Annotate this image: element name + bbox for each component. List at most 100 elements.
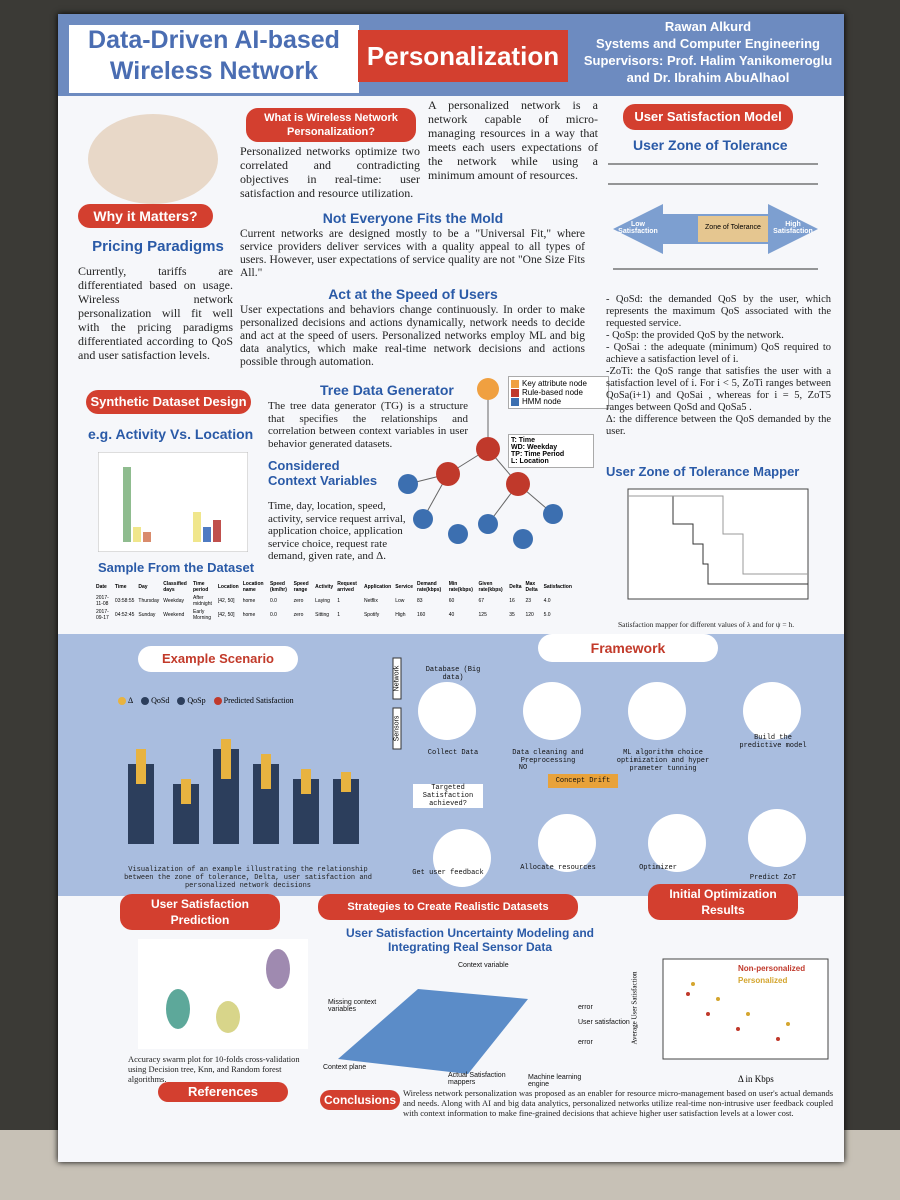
poster: Data-Driven AI-based Wireless Network Per… bbox=[58, 14, 844, 1162]
framework-label: Data cleaning and Preprocessing bbox=[512, 749, 584, 765]
caption: Accuracy swarm plot for 10-folds cross-v… bbox=[128, 1054, 300, 1084]
header-cell: Service bbox=[395, 584, 413, 590]
supervisor: and Dr. Ibrahim AbuAlhaol bbox=[626, 70, 790, 85]
cell: Weekday bbox=[163, 598, 184, 604]
section-heading: Strategies to Create Realistic Datasets bbox=[318, 894, 578, 920]
cell: [42, 50] bbox=[217, 598, 235, 604]
cell: 2017-11-08 bbox=[96, 595, 109, 607]
tree-legend: Key attribute node Rule-based node HMM nod… bbox=[508, 376, 609, 409]
authors: Rawan Alkurd Systems and Computer Engine… bbox=[578, 18, 838, 86]
header-cell: Date bbox=[96, 584, 107, 590]
title-line: Wireless Network bbox=[109, 57, 319, 85]
paragraph: Personalized networks optimize two corre… bbox=[240, 144, 420, 200]
tree-diagram bbox=[398, 378, 563, 549]
header-cell: Max Delta bbox=[525, 581, 538, 593]
section-heading: Tree Data Generator bbox=[320, 382, 454, 398]
cell: After midnight bbox=[192, 595, 212, 607]
cell: 04:52:45 bbox=[114, 612, 135, 618]
supervisor: Supervisors: Prof. Halim Yanikomeroglu bbox=[583, 53, 833, 68]
framework-label: Build the predictive model bbox=[739, 734, 807, 750]
definition: -ZoTi: the QoS range that satisfies the … bbox=[606, 366, 831, 413]
legend-label: Key attribute node bbox=[522, 379, 587, 388]
section-heading: User Zone of Tolerance bbox=[633, 137, 788, 153]
cell: Netflix bbox=[363, 598, 378, 604]
title-box: Data-Driven AI-based Wireless Network bbox=[66, 22, 362, 96]
diagram-label: error bbox=[578, 1039, 593, 1046]
sample-table: Date Time Day Classified days Time period Loc… bbox=[94, 580, 584, 622]
diagram-label: Actual Satisfaction mappers bbox=[448, 1072, 506, 1086]
cell: 2017-09-17 bbox=[96, 609, 109, 621]
people-illustration bbox=[88, 114, 218, 204]
framework-label: NO bbox=[518, 764, 528, 772]
section-heading: Act at the Speed of Users bbox=[328, 286, 498, 302]
section-heading: Sample From the Dataset bbox=[98, 560, 255, 575]
cell: High bbox=[395, 612, 406, 618]
framework-label: Collect Data bbox=[427, 749, 479, 757]
framework-icon bbox=[433, 829, 491, 887]
cell: 23 bbox=[525, 598, 532, 604]
cell: 16 bbox=[509, 598, 515, 604]
paragraph: A personalized network is a network capa… bbox=[428, 98, 598, 182]
legend-swatch bbox=[141, 696, 150, 705]
legend-label: Rule-based node bbox=[522, 388, 583, 397]
paragraph: Current networks are designed mostly to … bbox=[240, 228, 585, 279]
legend-label: HMM node bbox=[522, 397, 562, 406]
definition: Δ: the difference between the QoS demand… bbox=[606, 414, 831, 437]
diagram-label: Machine learning engine bbox=[528, 1074, 582, 1088]
section-heading: User Satisfaction Model bbox=[623, 104, 793, 130]
key-entry: L: Location bbox=[511, 458, 549, 465]
section-heading: User Satisfaction Prediction bbox=[120, 894, 280, 930]
cell: zero bbox=[293, 598, 304, 604]
cell: [42, 50] bbox=[217, 612, 235, 618]
cell: Laying bbox=[315, 598, 330, 604]
framework-label: Database (Big data) bbox=[425, 666, 481, 682]
framework-label: Predict ZoT bbox=[749, 874, 797, 882]
legend-label: QoSp bbox=[187, 696, 206, 705]
activity-chart bbox=[98, 452, 248, 552]
example-chart bbox=[128, 739, 359, 844]
paragraph: Time, day, location, speed, activity, se… bbox=[268, 500, 406, 562]
cell: Spotify bbox=[363, 612, 380, 618]
cell: zero bbox=[293, 612, 304, 618]
cell: home bbox=[242, 612, 256, 618]
diagram-label: User satisfaction bbox=[578, 1019, 630, 1026]
header-cell: Location bbox=[217, 584, 239, 590]
diagram-label: Low Satisfaction bbox=[618, 221, 658, 235]
table-row: 2017-09-17 04:52:45 Sunday Weekend Early Mor… bbox=[94, 608, 574, 622]
header-cell: Satisfaction bbox=[543, 584, 572, 590]
key-entry: TP: Time Period bbox=[511, 451, 565, 458]
cell: Sitting bbox=[315, 612, 330, 618]
key-entry: T: Time bbox=[511, 437, 535, 444]
header-cell: Min rate(kbps) bbox=[448, 581, 473, 593]
title-line: Data-Driven AI-based bbox=[88, 26, 340, 54]
header-cell: Demand rate(kbps) bbox=[417, 581, 442, 593]
diagram-label: Context variable bbox=[458, 962, 509, 969]
framework-label: Optimizer bbox=[639, 864, 677, 872]
cell: 120 bbox=[525, 612, 534, 618]
header-cell: Time period bbox=[192, 581, 209, 593]
cell: 1 bbox=[337, 598, 340, 604]
framework-icon bbox=[523, 682, 581, 740]
legend-entry: HMM node bbox=[511, 397, 606, 406]
section-heading: Pricing Paradigms bbox=[92, 238, 224, 255]
cell: 1 bbox=[337, 612, 340, 618]
cell: 0.0 bbox=[269, 598, 277, 604]
legend-label: QoSd bbox=[151, 696, 170, 705]
framework-icon bbox=[538, 814, 596, 872]
framework-icon bbox=[628, 682, 686, 740]
framework-icon bbox=[418, 682, 476, 740]
diagram-label: Missing context variables bbox=[328, 999, 377, 1013]
example-legend: Δ QoSd QoSp Predicted Satisfaction bbox=[118, 696, 298, 705]
header-cell: Speed range bbox=[293, 581, 309, 593]
definition: - QoSp: the provided QoS by the network. bbox=[606, 330, 784, 341]
caption: Visualization of an example illustrating… bbox=[124, 866, 372, 890]
paragraph: Currently, tariffs are differentiated ba… bbox=[78, 264, 233, 362]
key-entry: WD: Weekday bbox=[511, 444, 558, 451]
legend-entry: Personalized bbox=[738, 976, 788, 985]
legend-entry: Non-personalized bbox=[738, 964, 806, 973]
legend-entry: Rule-based node bbox=[511, 388, 606, 397]
definitions: - QoSd: the demanded QoS by the user, wh… bbox=[606, 294, 831, 438]
legend-swatch bbox=[511, 397, 519, 406]
section-heading: Synthetic Dataset Design bbox=[86, 390, 251, 414]
cell: Weekend bbox=[163, 612, 185, 618]
